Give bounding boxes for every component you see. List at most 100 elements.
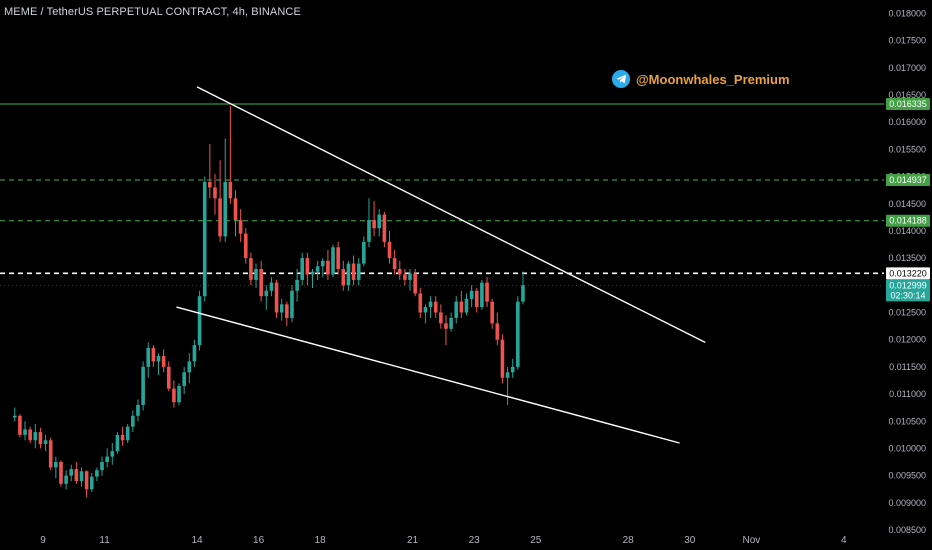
candle-body [464,298,469,313]
marker-label: 0.013220 [889,268,927,278]
candle-body [423,307,428,313]
y-tick-label: 0.012500 [888,308,926,318]
candle-body [84,471,89,490]
candle-body [505,372,510,378]
candle-body [228,182,233,199]
y-tick-label: 0.016000 [888,117,926,127]
level-label-bg [886,97,930,110]
x-tick-label: 14 [191,535,203,546]
y-tick-label: 0.009500 [888,471,926,481]
candle-body [320,260,325,267]
candle-body [238,220,243,234]
candle-body [59,462,63,484]
candle-body [444,323,448,329]
candle-body [115,434,120,452]
y-tick-label: 0.018000 [888,8,926,18]
candle-body [454,301,459,318]
candle-body [500,339,505,378]
candle-body [362,241,366,264]
candle-body [172,388,176,403]
x-tick-label: 21 [407,535,419,546]
candle-body [166,366,171,389]
candle-body [326,260,330,275]
x-tick-label: Nov [743,535,761,546]
x-tick-label: 11 [99,535,110,546]
candle-body [110,451,115,457]
candle-body [95,470,99,477]
candle-body [367,220,371,242]
telegram-icon [612,70,630,88]
y-tick-label: 0.014500 [888,199,926,209]
level-label: 0.014937 [889,175,927,185]
trendline-upper [196,86,706,344]
candle-body [79,471,84,482]
candle-body [331,247,335,275]
y-tick-label: 0.017500 [888,36,926,46]
candle-body [439,312,443,324]
candle-body [48,440,53,468]
candle-body [38,432,43,445]
candle-body [223,182,228,237]
candle-body [156,356,161,362]
candle-body [218,198,222,237]
x-tick-label: 9 [40,535,46,546]
watermark-text: @Moonwhales_Premium [636,71,790,87]
x-tick-label: 4 [841,535,847,546]
candle-body [274,282,279,313]
y-tick-label: 0.008500 [888,525,926,535]
x-tick-label: 18 [315,535,327,546]
candle-body [28,429,32,441]
candle-body [233,198,238,221]
candle-body [259,269,263,297]
candle-body [161,356,166,367]
candle-body [459,301,464,313]
candle-body [305,258,310,275]
candle-body [197,296,202,346]
candle-body [202,182,207,297]
candle-body [187,361,192,373]
candle-body [469,290,474,299]
y-tick-label: 0.010500 [888,416,926,426]
candle-body [341,269,346,286]
candle-body [351,263,356,280]
candle-body [100,462,104,471]
candle-body [264,290,269,297]
candle-body [485,282,489,302]
candle-body [372,220,376,229]
candle-body [249,258,253,280]
x-tick-label: 30 [684,535,696,546]
candle-body [295,279,299,291]
candle-body [480,282,484,308]
candle-body [300,258,305,280]
candle-body [131,415,135,427]
candle-body [120,434,125,441]
marker-label-bg [886,267,930,280]
level-label: 0.014188 [889,216,927,226]
candle-body [315,266,320,272]
candle-body [510,366,515,373]
candle-body [474,290,479,308]
x-tick-label: 16 [253,535,265,546]
candle-body [54,462,58,468]
candle-body [428,301,433,308]
candle-body [182,372,186,386]
candle-body [397,269,402,275]
candle-body [346,263,351,286]
candle-body [310,271,315,275]
y-tick-label: 0.010000 [888,443,926,453]
x-tick-label: 25 [530,535,542,546]
candle-body [43,440,48,445]
candle-body [495,323,500,340]
current-price-label-bg [886,279,930,302]
chart-title: MEME / TetherUS PERPETUAL CONTRACT, 4h, … [4,6,301,18]
candle-body [105,456,109,463]
candle-body [521,285,525,302]
candle-body [208,182,212,188]
candle-body [413,273,417,294]
candle-body [418,293,423,313]
y-tick-label: 0.017000 [888,63,926,73]
candle-body [387,241,392,259]
y-tick-label: 0.016500 [888,90,926,100]
candle-body [290,290,294,318]
